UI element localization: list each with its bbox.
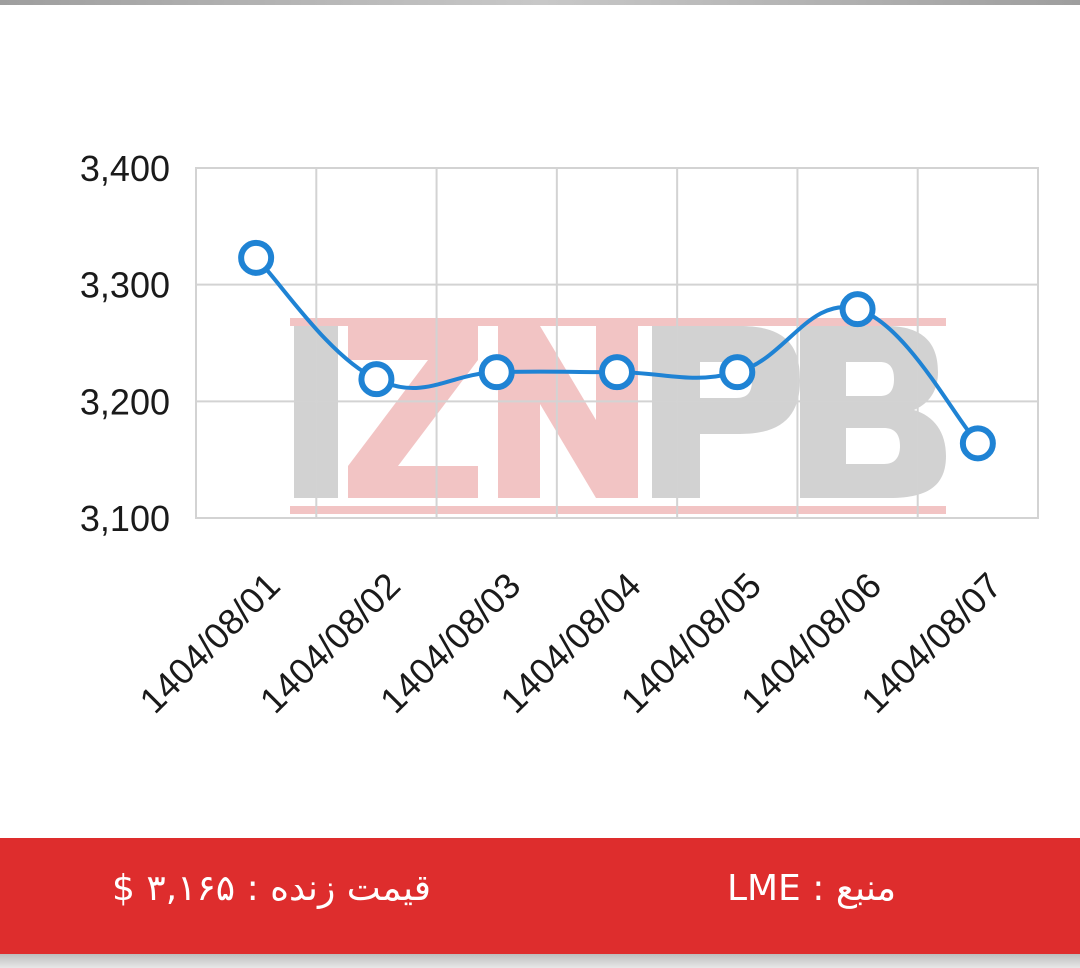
data-point [599,354,635,391]
data-point [719,354,756,391]
line-chart-svg: 3,100 3,200 3,300 3,400 1404/08/011404/08/0… [80,148,1039,721]
iznpb-watermark-logo [290,318,946,514]
price-chart: 3,100 3,200 3,300 3,400 1404/08/01 1404/08/0… [80,148,1039,721]
bottom-edge-bar [0,954,1080,968]
y-tick-label: 3,300 [80,265,170,306]
data-points [238,239,996,462]
data-point [959,425,996,462]
chart-grid [195,167,1039,519]
y-axis-ticks: 3,100 3,200 3,300 3,400 [80,148,170,539]
x-axis-ticks: 1404/08/011404/08/021404/08/031404/08/04… [131,565,1009,721]
live-price-label: قیمت زنده : ۳,۱۶۵ $ [112,868,432,909]
data-point [839,291,876,328]
data-point [358,361,395,398]
data-point [478,354,515,391]
y-tick-label: 3,200 [80,381,170,422]
y-tick-label: 3,400 [80,148,170,189]
y-tick-label: 3,100 [80,498,170,539]
top-edge-bar [0,0,1080,5]
source-label: منبع : LME [726,868,896,909]
footer-bar: قیمت زنده : ۳,۱۶۵ $ منبع : LME [0,838,1080,954]
data-point [238,239,275,276]
